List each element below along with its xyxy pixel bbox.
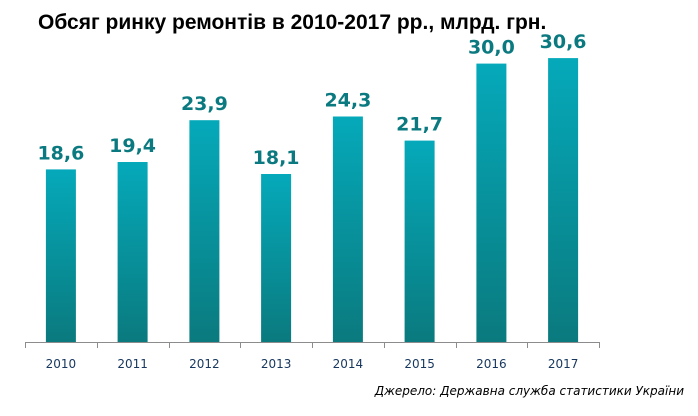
bar-value-label: 24,3	[324, 90, 371, 112]
bar	[332, 116, 363, 342]
bar-value-label: 19,4	[109, 135, 156, 157]
bar-value-label: 30,6	[540, 31, 587, 53]
x-axis-ticks	[25, 342, 600, 348]
bar	[261, 174, 292, 342]
x-axis-tick-labels: 2010 2011 2012 2013 2014 2015 2016 2017	[46, 357, 579, 371]
bar-value-label: 18,1	[253, 147, 300, 169]
bar-value-label: 30,0	[468, 37, 515, 59]
x-tick-label: 2016	[476, 357, 507, 371]
bar	[117, 162, 148, 342]
bar	[45, 169, 76, 342]
x-tick-label: 2015	[404, 357, 435, 371]
bar	[476, 63, 507, 342]
bar-value-label: 18,6	[37, 142, 84, 164]
bar	[189, 120, 220, 342]
x-tick-label: 2012	[189, 357, 220, 371]
bar-value-label: 21,7	[396, 114, 443, 136]
value-labels: 18,6 19,4 23,9 18,1 24,3 21,7 30,0 30,6	[37, 31, 586, 169]
x-tick-label: 2010	[46, 357, 77, 371]
x-tick-label: 2017	[548, 357, 579, 371]
x-tick-label: 2011	[117, 357, 148, 371]
x-tick-label: 2013	[261, 357, 292, 371]
chart-title: Обсяг ринку ремонтів в 2010-2017 рр., мл…	[38, 11, 547, 34]
bar	[404, 140, 435, 342]
bars	[45, 58, 579, 342]
source-note: Джерело: Державна служба статистики Укра…	[374, 384, 684, 398]
x-tick-label: 2014	[333, 357, 364, 371]
bar-value-label: 23,9	[181, 93, 228, 115]
bar	[548, 58, 579, 342]
